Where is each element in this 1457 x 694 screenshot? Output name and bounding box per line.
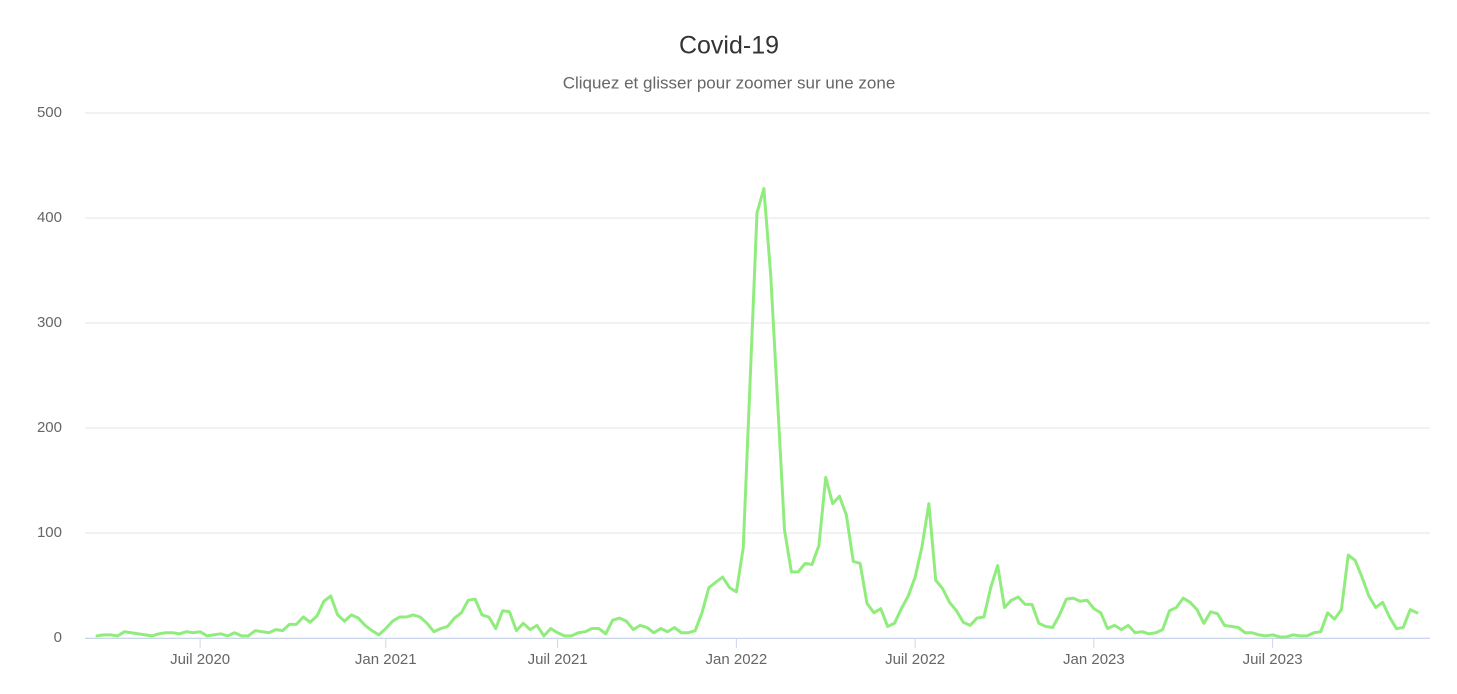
y-tick-label: 400 (37, 209, 62, 226)
chart-subtitle: Cliquez et glisser pour zoomer sur une z… (563, 73, 896, 92)
x-tick-label: Juil 2023 (1243, 651, 1303, 668)
x-tick-label: Juil 2020 (170, 651, 230, 668)
x-tick-label: Juil 2021 (528, 651, 588, 668)
x-tick-label: Jan 2022 (706, 651, 768, 668)
line-series (95, 187, 1419, 639)
y-tick-label: 300 (37, 314, 62, 331)
y-tick-label: 200 (37, 419, 62, 436)
x-tick-label: Jan 2021 (355, 651, 417, 668)
y-tick-label: 100 (37, 524, 62, 541)
chart-title: Covid-19 (679, 32, 779, 60)
y-tick-label: 500 (37, 104, 62, 121)
x-tick-label: Juil 2022 (885, 651, 945, 668)
x-tick-label: Jan 2023 (1063, 651, 1125, 668)
y-tick-label: 0 (54, 629, 62, 646)
